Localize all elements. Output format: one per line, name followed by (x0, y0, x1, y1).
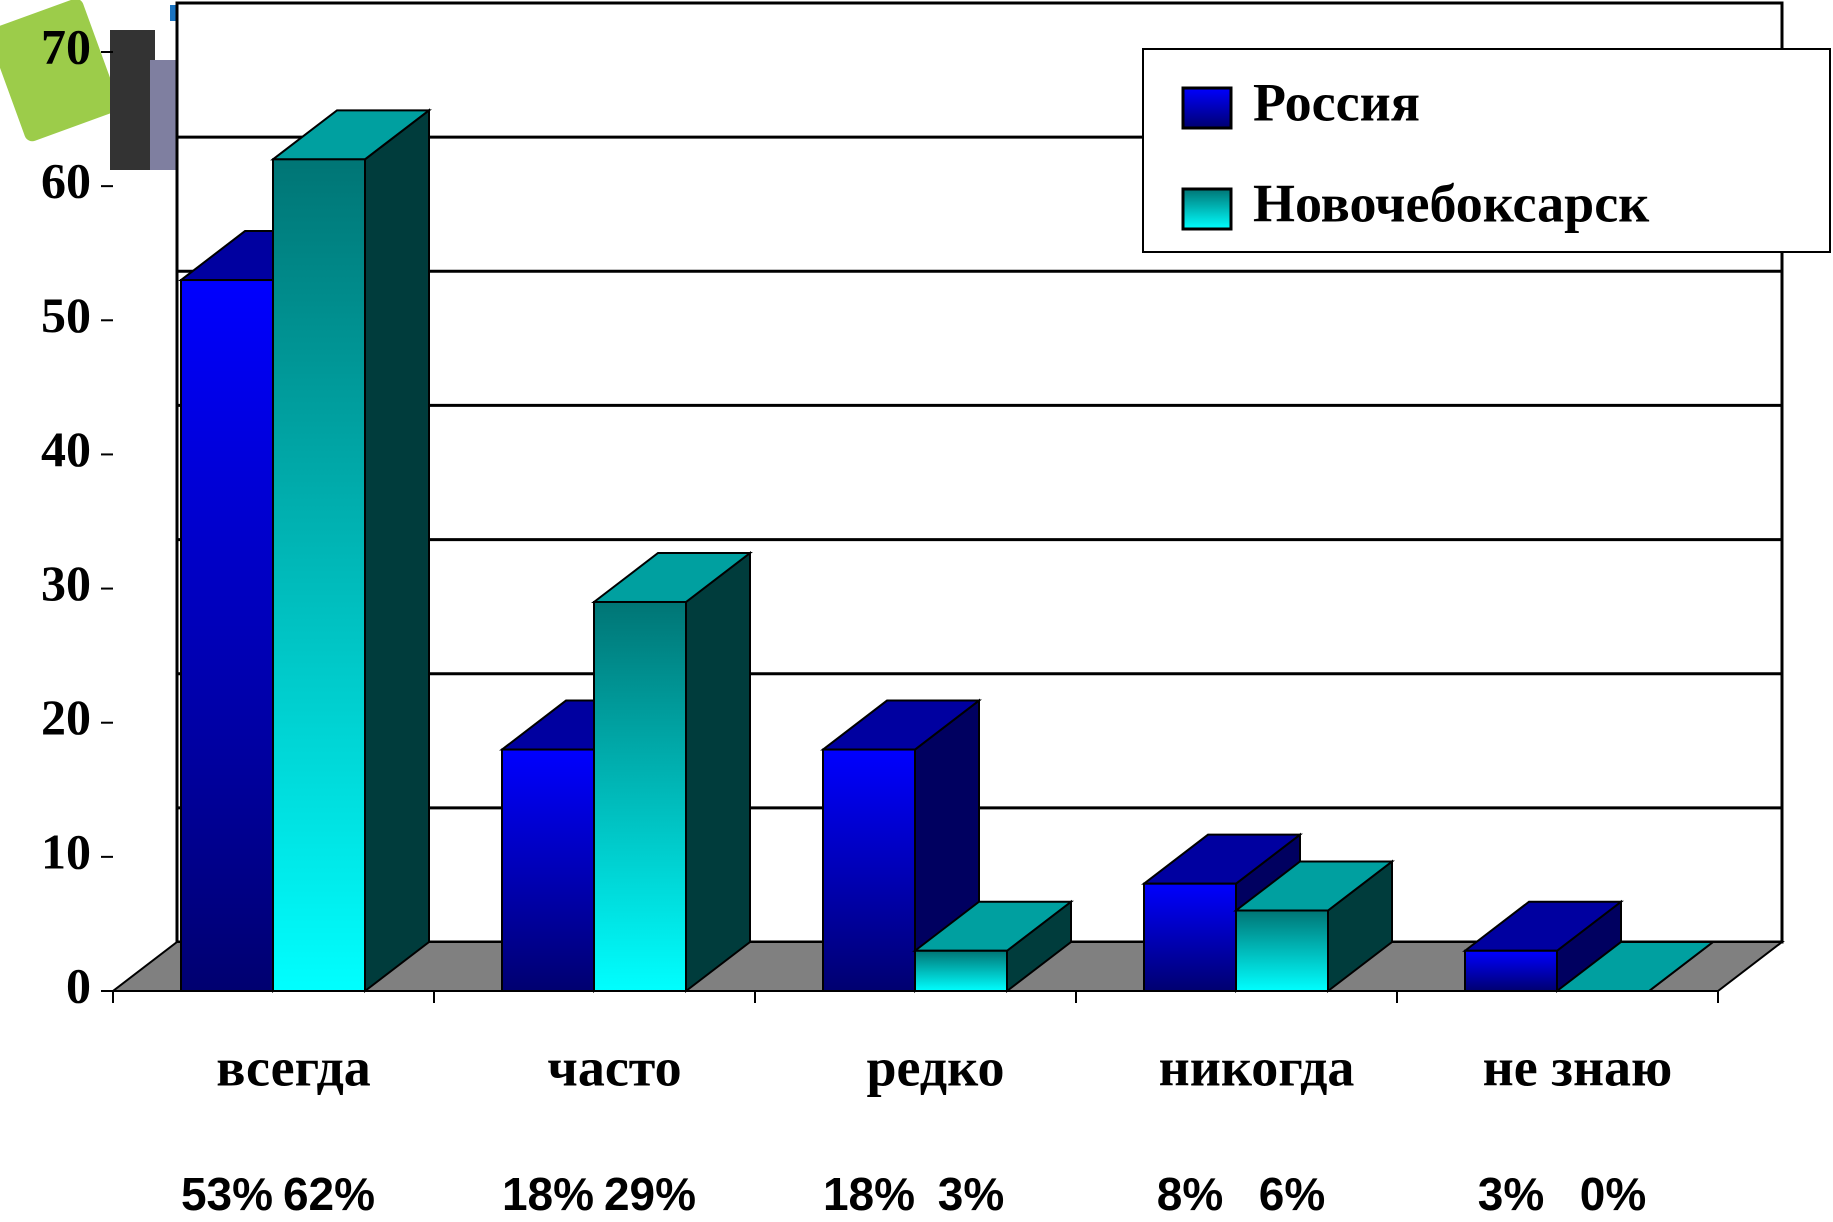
value-label: 53% (181, 1168, 273, 1220)
y-tick-label: 50 (41, 287, 91, 343)
value-label: 8% (1157, 1168, 1223, 1220)
value-label: 29% (604, 1168, 696, 1220)
bar (272, 158, 366, 993)
value-label: 3% (1478, 1168, 1544, 1220)
y-tick-label: 30 (41, 555, 91, 611)
value-label: 18% (502, 1168, 594, 1220)
bar (1235, 909, 1329, 992)
bar (180, 279, 274, 992)
value-label: 0% (1580, 1168, 1646, 1220)
bar (501, 748, 595, 992)
legend-box (1142, 48, 1831, 253)
x-tick-label: никогда (1159, 1037, 1355, 1097)
y-tick-label: 60 (41, 153, 91, 209)
x-tick-label: не знаю (1483, 1037, 1673, 1097)
legend-swatch (1181, 86, 1233, 130)
bar-side (364, 108, 430, 994)
value-label: 18% (823, 1168, 915, 1220)
bar (914, 949, 1008, 992)
legend-label: Новочебоксарск (1253, 173, 1650, 233)
x-tick-label: редко (866, 1037, 1004, 1097)
y-tick-label: 70 (41, 18, 91, 74)
y-tick-label: 0 (66, 957, 91, 1013)
bar (593, 600, 687, 992)
value-label: 62% (283, 1168, 375, 1220)
legend-swatch (1181, 187, 1233, 231)
value-label: 3% (938, 1168, 1004, 1220)
y-tick-label: 20 (41, 689, 91, 745)
x-tick-label: всегда (216, 1037, 371, 1097)
x-tick-label: часто (547, 1037, 681, 1097)
value-label: 6% (1259, 1168, 1325, 1220)
bar (1464, 949, 1558, 992)
y-tick-label: 10 (41, 823, 91, 879)
bar (1143, 882, 1237, 993)
bar (822, 748, 916, 992)
bar-top (1554, 941, 1716, 992)
y-tick-label: 40 (41, 421, 91, 477)
bar-side (685, 550, 751, 994)
legend-label: Россия (1253, 72, 1420, 132)
